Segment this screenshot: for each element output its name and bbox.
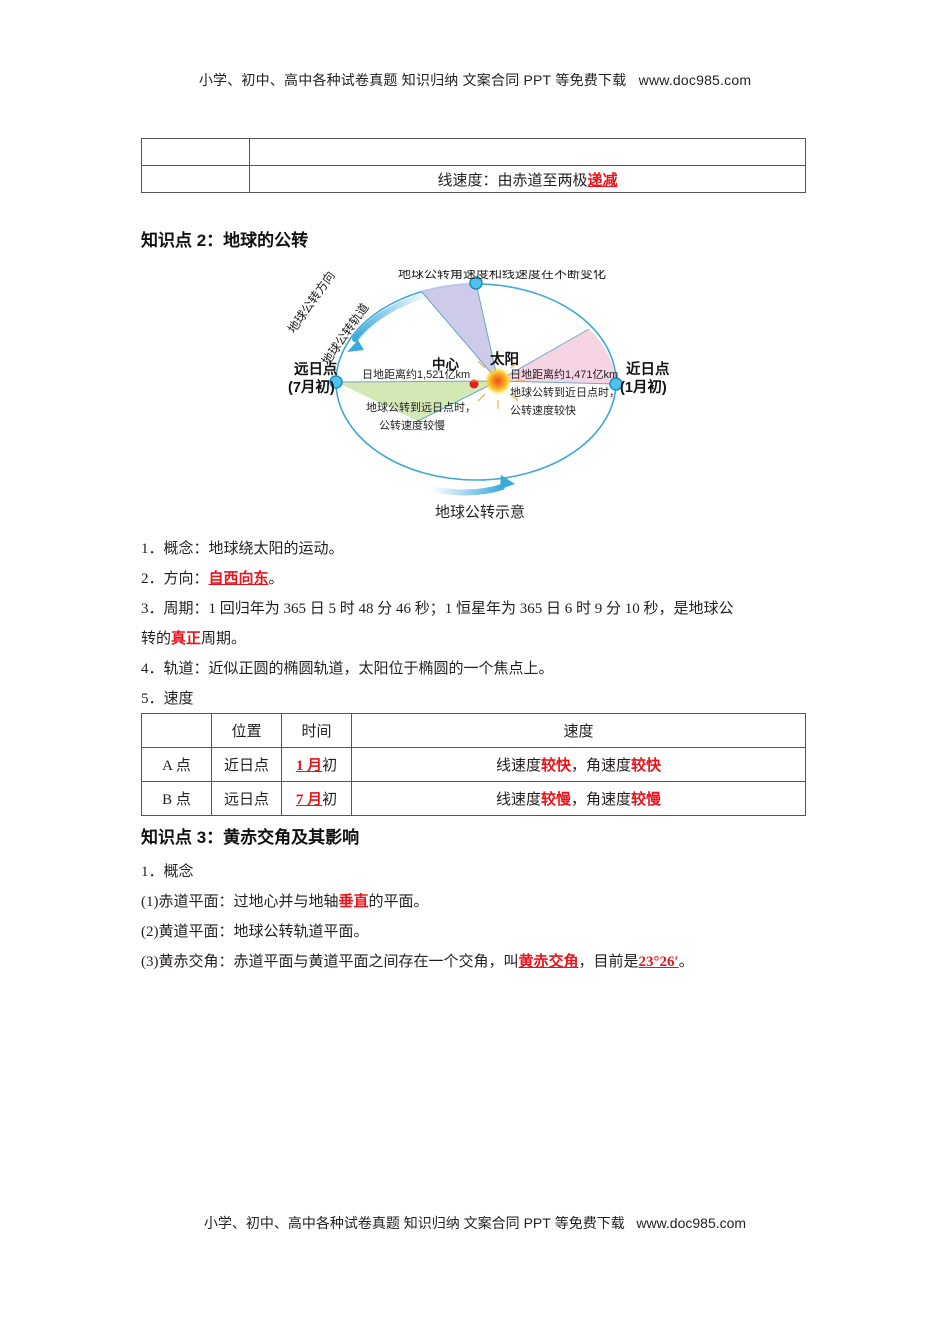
svg-text:地球公转示意: 地球公转示意 xyxy=(435,503,525,521)
svg-text:(7月初): (7月初) xyxy=(288,378,335,396)
svg-text:公转速度较快: 公转速度较快 xyxy=(510,403,576,417)
svg-text:公转速度较慢: 公转速度较慢 xyxy=(379,418,445,432)
svg-text:太阳: 太阳 xyxy=(490,350,519,368)
svg-text:(1月初): (1月初) xyxy=(620,378,667,396)
svg-text:中心: 中心 xyxy=(432,356,459,372)
svg-text:地球公转到远日点时，: 地球公转到远日点时， xyxy=(366,400,476,414)
svg-text:地球公转方向: 地球公转方向 xyxy=(284,270,338,336)
svg-text:近日点: 近日点 xyxy=(626,360,670,378)
svg-text:远日点: 远日点 xyxy=(294,361,338,378)
svg-text:地球公转到近日点时，: 地球公转到近日点时， xyxy=(510,385,620,399)
svg-text:日地距离约1,471亿km: 日地距离约1,471亿km xyxy=(510,367,618,381)
svg-text:地球公转角速度和线速度在不断变化: 地球公转角速度和线速度在不断变化 xyxy=(398,270,606,281)
svg-text:地球公转轨道: 地球公转轨道 xyxy=(318,300,372,368)
